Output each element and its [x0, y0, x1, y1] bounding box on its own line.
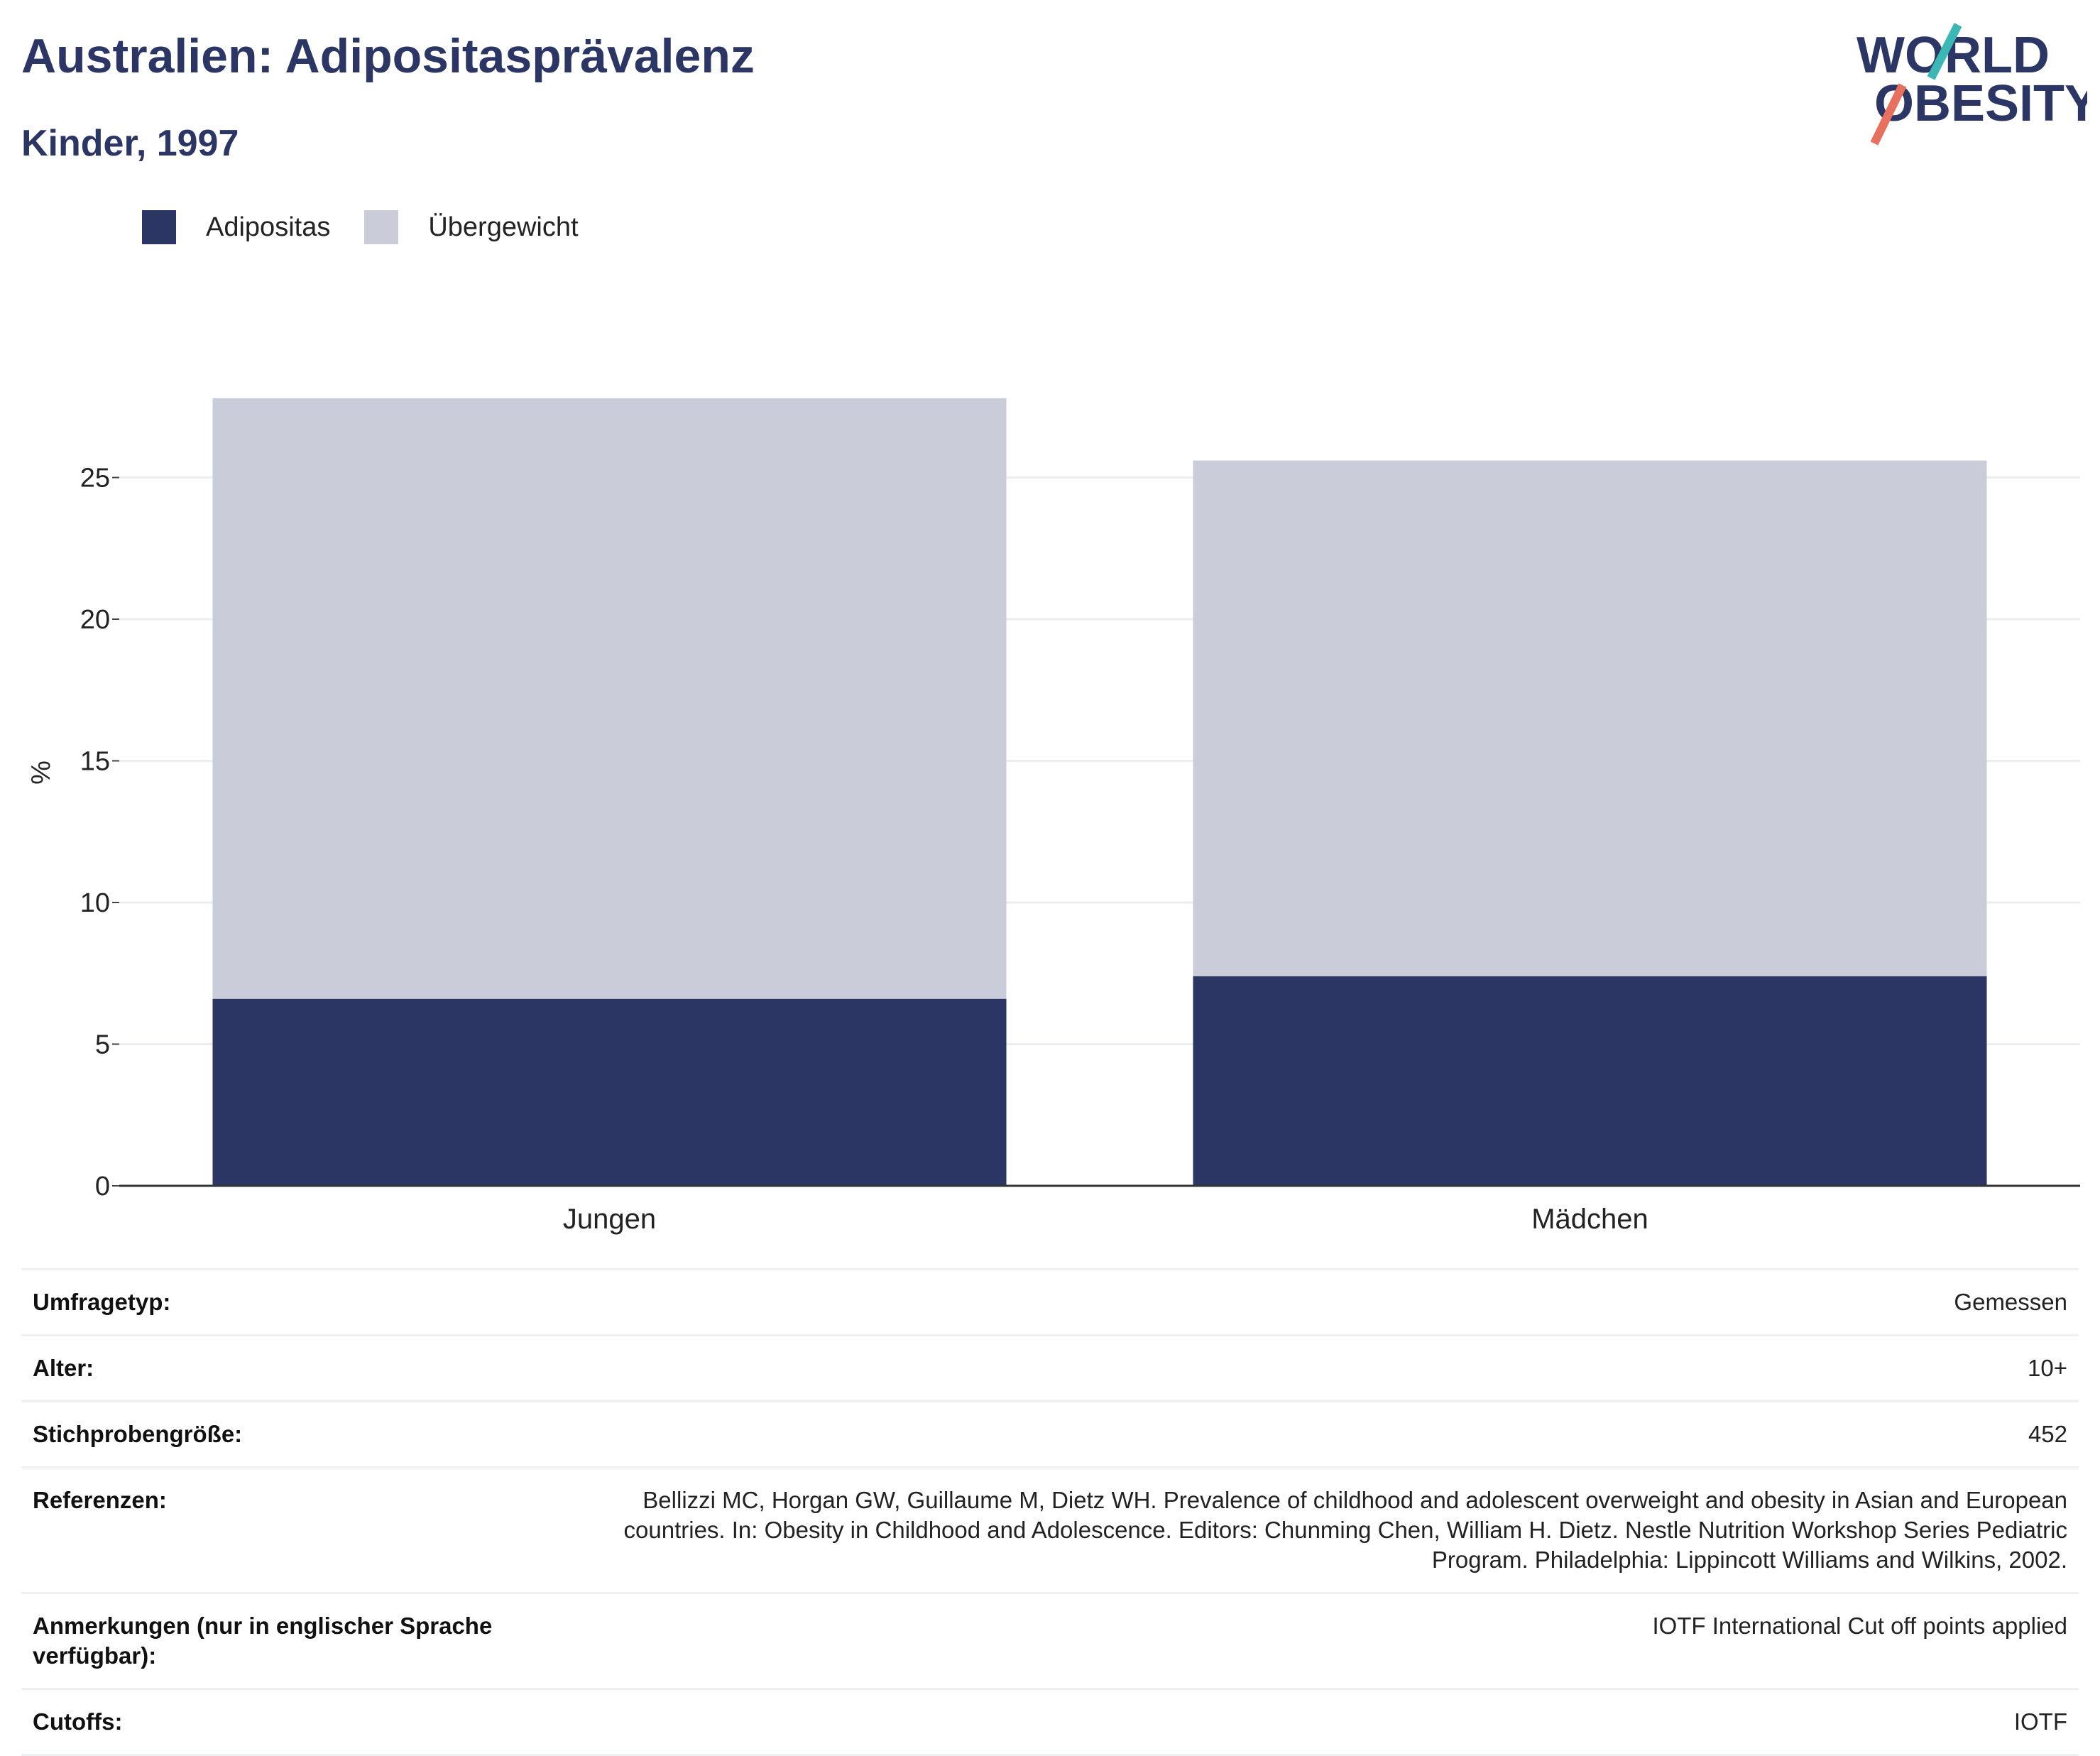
legend-item-uebergewicht[interactable]: Übergewicht: [364, 210, 579, 244]
metadata-row: Stichprobengröße: 452: [21, 1400, 2079, 1468]
bar-uebergewicht-1[interactable]: [1193, 460, 1987, 976]
metadata-value: Bellizzi MC, Horgan GW, Guillaume M, Die…: [541, 1466, 2079, 1593]
metadata-row: Alter: 10+: [21, 1334, 2079, 1402]
metadata-value: IOTF: [541, 1688, 2079, 1756]
logo-text-obesity: OBESITY: [1874, 75, 2087, 132]
x-tick-label: Mädchen: [1531, 1204, 1648, 1235]
bars: [212, 398, 1987, 1186]
y-axis-label: %: [26, 760, 56, 785]
y-tick-label: 15: [80, 747, 110, 777]
metadata-key: Umfragetyp:: [21, 1268, 541, 1336]
bar-adipositas-1[interactable]: [1193, 976, 1987, 1186]
metadata-key: Referenzen:: [21, 1466, 541, 1593]
y-axis-ticks: 0 5 10 15 20 25: [80, 464, 119, 1201]
metadata-value: 10+: [541, 1334, 2079, 1402]
chart-subtitle: Kinder, 1997: [21, 123, 239, 164]
logo-slash-teal: [1927, 23, 1962, 80]
metadata-value: 452: [541, 1400, 2079, 1468]
legend: Adipositas Übergewicht: [142, 210, 613, 244]
legend-label-adipositas: Adipositas: [206, 212, 331, 242]
metadata-row: Referenzen: Bellizzi MC, Horgan GW, Guill…: [21, 1466, 2079, 1593]
chart-title: Australien: Adipositasprävalenz: [21, 29, 755, 83]
metadata-value: Gemessen: [541, 1268, 2079, 1336]
metadata-key: Alter:: [21, 1334, 541, 1402]
logo-slash-coral: [1870, 83, 1907, 146]
bar-uebergewicht-0[interactable]: [212, 398, 1007, 999]
metadata-key: Anmerkungen (nur in englischer Sprache v…: [21, 1592, 541, 1689]
y-tick-label: 25: [80, 464, 110, 493]
y-tick-label: 0: [95, 1172, 110, 1201]
world-obesity-logo: WORLD OBESITY: [1856, 23, 2087, 146]
metadata-key: Stichprobengröße:: [21, 1400, 541, 1468]
metadata-table: Umfragetyp: Gemessen Alter: 10+ Stichprobeng…: [21, 1268, 2079, 1756]
metadata-row: Cutoffs: IOTF: [21, 1688, 2079, 1756]
metadata-row: Umfragetyp: Gemessen: [21, 1268, 2079, 1336]
legend-swatch-uebergewicht: [364, 210, 399, 244]
bar-adipositas-0[interactable]: [212, 998, 1007, 1186]
y-tick-label: 10: [80, 888, 110, 918]
y-tick-label: 20: [80, 605, 110, 635]
legend-label-uebergewicht: Übergewicht: [428, 212, 579, 242]
legend-item-adipositas[interactable]: Adipositas: [142, 210, 330, 244]
metadata-value: IOTF International Cut off points applie…: [541, 1592, 2079, 1689]
y-tick-label: 5: [95, 1030, 110, 1060]
legend-swatch-adipositas: [142, 210, 176, 244]
x-tick-label: Jungen: [563, 1204, 656, 1235]
metadata-row: Anmerkungen (nur in englischer Sprache v…: [21, 1592, 2079, 1689]
metadata-key: Cutoffs:: [21, 1688, 541, 1756]
bar-chart: 0 5 10 15 20 25 Jungen Mädchen %: [26, 398, 2080, 1235]
x-axis-ticks: Jungen Mädchen: [563, 1204, 1648, 1235]
